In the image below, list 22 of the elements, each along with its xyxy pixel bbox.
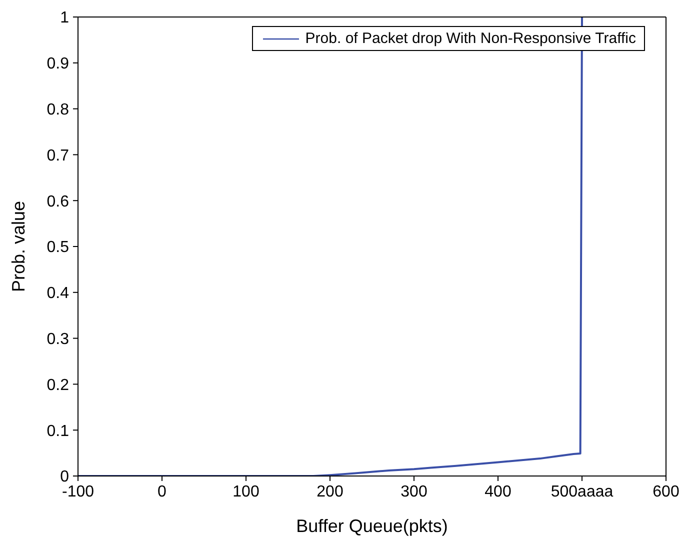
y-tick-label: 0.8	[46, 101, 70, 118]
x-tick-label: 300	[400, 483, 428, 500]
y-tick-label: 1	[60, 10, 70, 27]
legend-label: Prob. of Packet drop With Non-Responsive Traffic	[305, 30, 636, 47]
x-tick-label: 0	[158, 483, 167, 500]
y-tick-label: 0.2	[46, 376, 70, 394]
y-tick-label: 0	[60, 468, 70, 486]
y-tick-label: 0.3	[46, 330, 70, 348]
x-tick-label: -100	[62, 483, 94, 500]
y-tick-label: 0.1	[46, 422, 70, 440]
y-tick-label: 0.9	[46, 56, 70, 73]
x-tick-label: 200	[316, 483, 344, 500]
x-axis-title: Buffer Queue(pkts)	[296, 516, 448, 536]
y-tick-label: 0.4	[46, 285, 70, 302]
x-tick-label: 400	[484, 483, 512, 500]
x-tick-label: 100	[232, 483, 260, 500]
y-tick-label: 0.6	[46, 193, 70, 210]
x-tick-label: 600	[652, 483, 680, 500]
y-tick-label: 0.5	[46, 239, 70, 256]
x-tick-label: 500aaaa	[550, 483, 614, 500]
y-tick-label: 0.7	[46, 147, 70, 164]
y-axis-title: Prob. value	[8, 200, 28, 292]
